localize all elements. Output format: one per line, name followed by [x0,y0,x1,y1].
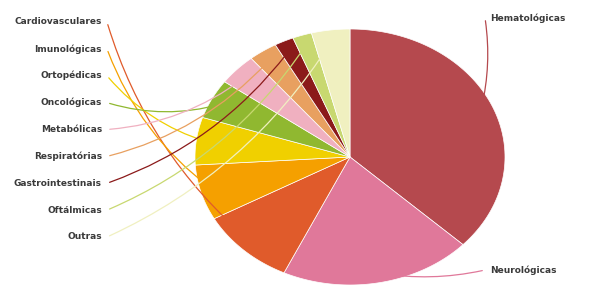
Text: Imunológicas: Imunológicas [35,44,102,54]
Text: Neurológicas: Neurológicas [490,265,557,275]
Text: Cardiovasculares: Cardiovasculares [14,18,102,27]
Polygon shape [251,45,350,157]
Polygon shape [311,29,350,157]
Polygon shape [350,29,505,245]
Text: Oftálmicas: Oftálmicas [47,206,102,215]
Text: Gastrointestinais: Gastrointestinais [14,179,102,188]
Text: Outras: Outras [67,232,102,241]
Polygon shape [284,157,463,285]
Text: Oncológicas: Oncológicas [41,98,102,107]
Polygon shape [214,157,350,273]
Text: Hematológicas: Hematológicas [490,13,565,23]
Polygon shape [203,82,350,157]
Polygon shape [195,117,350,165]
Text: Respiratórias: Respiratórias [34,152,102,161]
Polygon shape [224,58,350,157]
Text: Metabólicas: Metabólicas [41,125,102,134]
Polygon shape [293,33,350,157]
Text: Ortopédicas: Ortopédicas [40,71,102,81]
Polygon shape [275,38,350,157]
Polygon shape [196,157,350,219]
